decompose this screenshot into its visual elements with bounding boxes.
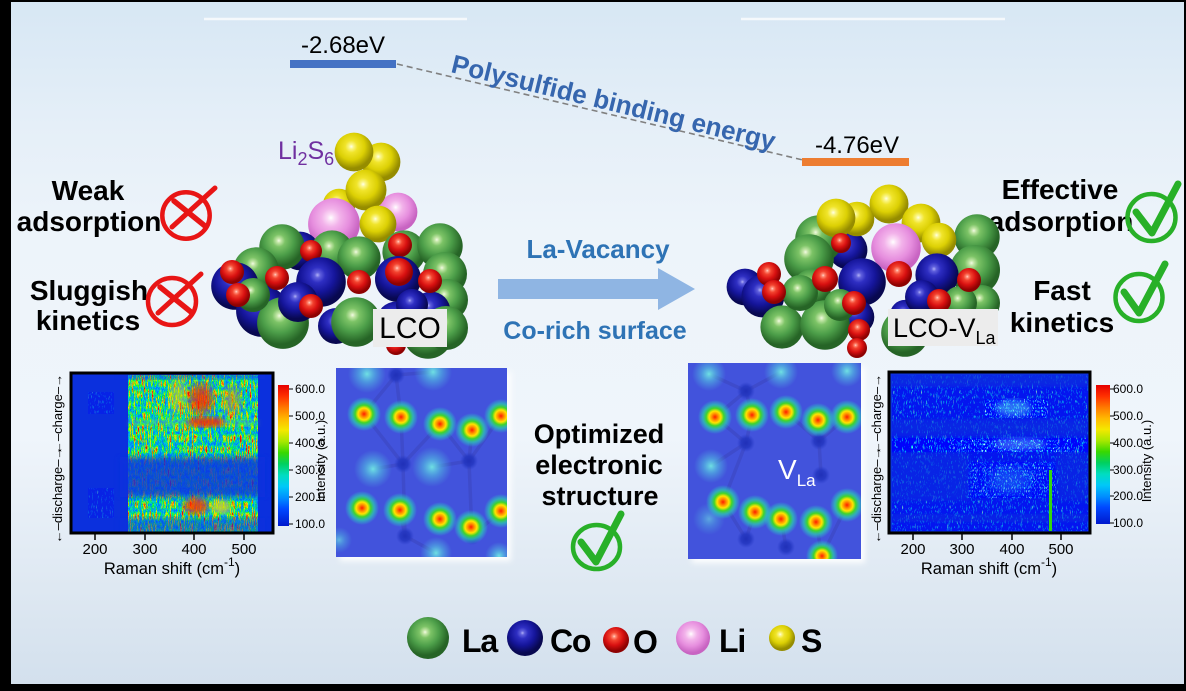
svg-text:300.0: 300.0 <box>295 463 325 477</box>
svg-text:500: 500 <box>231 541 256 558</box>
svg-text:Li: Li <box>719 623 745 659</box>
svg-text:100.0: 100.0 <box>295 517 325 531</box>
svg-text:Sluggish: Sluggish <box>30 275 148 306</box>
svg-text:Intensity (a.u.): Intensity (a.u.) <box>1139 420 1154 502</box>
svg-text:←–discharge–→: ←–discharge–→ <box>869 447 884 544</box>
svg-text:←–charge–→: ←–charge–→ <box>50 374 65 454</box>
svg-text:electronic: electronic <box>535 450 663 480</box>
svg-text:LCO-VLa: LCO-VLa <box>893 313 997 348</box>
svg-text:adsorption: adsorption <box>989 206 1134 237</box>
svg-text:Raman shift (cm-1): Raman shift (cm-1) <box>921 555 1057 578</box>
svg-text:Effective: Effective <box>1002 174 1119 205</box>
svg-text:Raman shift (cm-1): Raman shift (cm-1) <box>104 555 240 578</box>
svg-text:300: 300 <box>949 541 974 558</box>
svg-text:La: La <box>462 623 498 659</box>
svg-text:500.0: 500.0 <box>295 409 325 423</box>
svg-text:500: 500 <box>1048 541 1073 558</box>
svg-text:O: O <box>633 624 657 660</box>
svg-text:-4.76eV: -4.76eV <box>815 132 899 159</box>
svg-text:←–discharge–→: ←–discharge–→ <box>50 447 65 544</box>
svg-text:Intensity (a.u.): Intensity (a.u.) <box>313 420 328 502</box>
svg-text:kinetics: kinetics <box>36 305 140 336</box>
svg-text:200: 200 <box>82 541 107 558</box>
svg-text:400: 400 <box>999 541 1024 558</box>
svg-text:Co-rich surface: Co-rich surface <box>503 317 686 345</box>
svg-text:La-Vacancy: La-Vacancy <box>526 234 670 264</box>
svg-text:S: S <box>801 623 822 659</box>
svg-text:200.0: 200.0 <box>295 490 325 504</box>
svg-text:400: 400 <box>181 541 206 558</box>
svg-text:←–charge–→: ←–charge–→ <box>869 374 884 454</box>
svg-text:adsorption: adsorption <box>17 206 162 237</box>
svg-text:400.0: 400.0 <box>1113 436 1143 450</box>
svg-text:600.0: 600.0 <box>1113 382 1143 396</box>
svg-text:Weak: Weak <box>52 175 125 206</box>
svg-text:400.0: 400.0 <box>295 436 325 450</box>
svg-text:structure: structure <box>541 481 658 511</box>
svg-text:500.0: 500.0 <box>1113 409 1143 423</box>
svg-text:Optimized: Optimized <box>534 419 665 449</box>
svg-text:300.0: 300.0 <box>1113 463 1143 477</box>
svg-text:kinetics: kinetics <box>1010 307 1114 338</box>
svg-text:Fast: Fast <box>1033 275 1091 306</box>
svg-text:LCO: LCO <box>379 312 441 345</box>
svg-text:200.0: 200.0 <box>1113 489 1143 503</box>
svg-text:Co: Co <box>550 623 591 659</box>
svg-text:100.0: 100.0 <box>1113 516 1143 530</box>
svg-text:600.0: 600.0 <box>295 382 325 396</box>
svg-text:200: 200 <box>900 541 925 558</box>
svg-text:-2.68eV: -2.68eV <box>301 32 385 59</box>
svg-text:300: 300 <box>132 541 157 558</box>
